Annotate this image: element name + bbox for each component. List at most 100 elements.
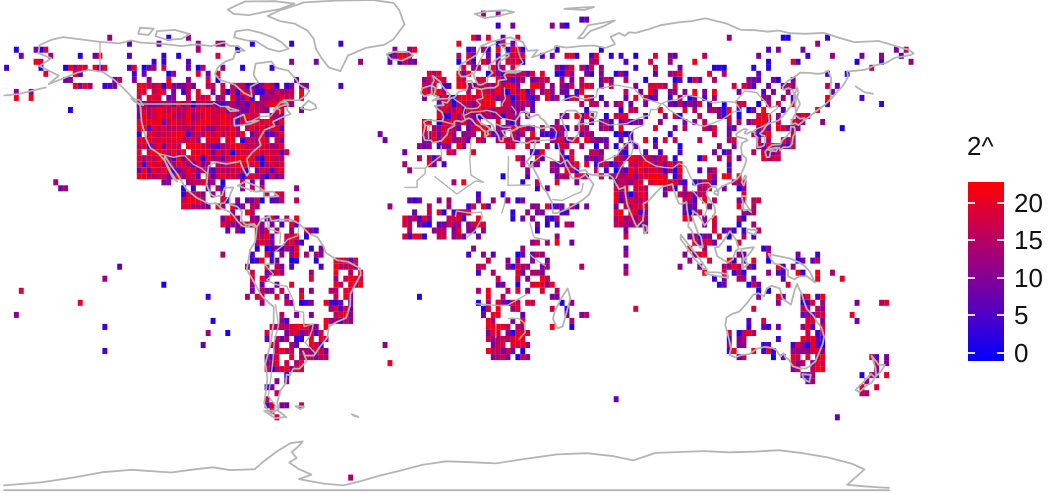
heat-cell xyxy=(623,167,629,174)
heat-cell xyxy=(520,263,526,270)
heat-cell xyxy=(672,137,678,144)
heat-cell xyxy=(481,263,486,270)
heat-cell xyxy=(274,366,280,373)
heat-cell xyxy=(181,131,187,138)
coastline xyxy=(724,283,825,370)
heat-cell xyxy=(284,317,290,324)
heat-cell xyxy=(289,299,295,306)
heat-cell xyxy=(554,131,560,138)
heat-cell xyxy=(436,70,442,77)
heat-cell xyxy=(515,70,521,77)
heat-cell xyxy=(476,119,481,126)
heat-cell xyxy=(166,131,172,138)
heat-cell xyxy=(259,149,265,156)
heat-cell xyxy=(795,360,801,367)
heat-cell xyxy=(220,101,226,108)
heat-cell xyxy=(697,167,703,174)
heat-cell xyxy=(584,131,590,138)
heat-cell xyxy=(623,215,629,222)
heat-cell xyxy=(594,143,599,150)
heat-cell xyxy=(751,263,757,270)
heat-cell xyxy=(726,107,732,114)
heat-cell xyxy=(313,342,319,349)
heat-cell xyxy=(127,40,132,47)
heat-cell xyxy=(530,125,536,132)
heat-cell xyxy=(107,34,113,41)
heat-cell xyxy=(456,94,462,101)
heat-cell xyxy=(436,101,442,108)
heat-cell xyxy=(559,209,565,216)
heat-cell xyxy=(598,70,604,77)
heat-cell xyxy=(780,354,786,361)
heat-cell xyxy=(451,131,457,138)
heat-cell xyxy=(500,113,506,120)
heat-cell xyxy=(559,70,565,77)
heat-cell xyxy=(525,209,531,216)
heat-cell xyxy=(176,107,182,114)
heat-cell xyxy=(318,336,324,343)
heat-cell xyxy=(751,82,757,89)
heat-cell xyxy=(68,64,73,71)
heat-cell xyxy=(618,125,624,132)
heat-cell xyxy=(618,52,624,59)
heat-cell xyxy=(618,179,624,186)
heat-cell xyxy=(254,215,260,222)
heat-cell xyxy=(58,185,64,192)
heat-cell xyxy=(171,70,177,77)
heat-cell xyxy=(456,113,462,120)
heat-cell xyxy=(505,107,511,114)
heat-cell xyxy=(854,317,860,324)
heat-cell xyxy=(259,167,265,174)
heat-cell xyxy=(240,221,246,228)
heat-cell xyxy=(230,149,236,156)
heat-cell xyxy=(476,233,481,240)
heat-cell xyxy=(190,131,196,138)
heat-cell xyxy=(574,125,580,132)
heat-cell xyxy=(308,311,314,318)
heat-cell xyxy=(476,215,481,222)
heat-cell xyxy=(245,197,250,204)
heat-cell xyxy=(815,305,821,312)
heat-cell xyxy=(589,82,595,89)
heat-cell xyxy=(495,94,501,101)
heat-cell xyxy=(195,64,201,71)
heat-cell xyxy=(653,137,658,144)
heat-cell xyxy=(539,263,545,270)
heat-cell xyxy=(171,94,177,101)
heat-cell xyxy=(554,293,560,300)
heat-cell xyxy=(186,94,191,101)
heat-cell xyxy=(151,131,157,138)
heat-cell xyxy=(707,107,713,114)
heat-cell xyxy=(500,342,506,349)
heat-cell xyxy=(687,215,693,222)
heat-cell xyxy=(736,107,742,114)
heat-cell xyxy=(485,58,491,65)
heat-cell xyxy=(643,173,649,180)
coastline xyxy=(794,86,801,114)
heat-cell xyxy=(308,275,314,282)
country-border xyxy=(441,120,456,125)
heat-cell xyxy=(151,167,157,174)
heat-cell xyxy=(259,137,265,144)
heat-cell xyxy=(721,64,727,71)
heat-cell xyxy=(608,119,614,126)
heat-cell xyxy=(382,137,388,144)
heat-cell xyxy=(240,185,246,192)
heat-cell xyxy=(289,342,295,349)
heat-cell xyxy=(471,34,477,41)
heat-cell xyxy=(662,167,668,174)
heat-cell xyxy=(515,94,521,101)
heat-cell xyxy=(176,149,182,156)
heat-cell xyxy=(181,161,187,168)
heat-cell xyxy=(549,82,555,89)
heat-cell xyxy=(476,82,481,89)
heat-cell xyxy=(525,263,531,270)
heat-cell xyxy=(633,185,639,192)
heat-cell xyxy=(225,155,231,162)
heat-cell xyxy=(485,293,491,300)
heat-cell xyxy=(348,474,354,481)
coastline xyxy=(764,148,772,159)
heat-cell xyxy=(535,82,540,89)
heat-cell xyxy=(795,113,801,120)
heat-cell xyxy=(171,137,177,144)
